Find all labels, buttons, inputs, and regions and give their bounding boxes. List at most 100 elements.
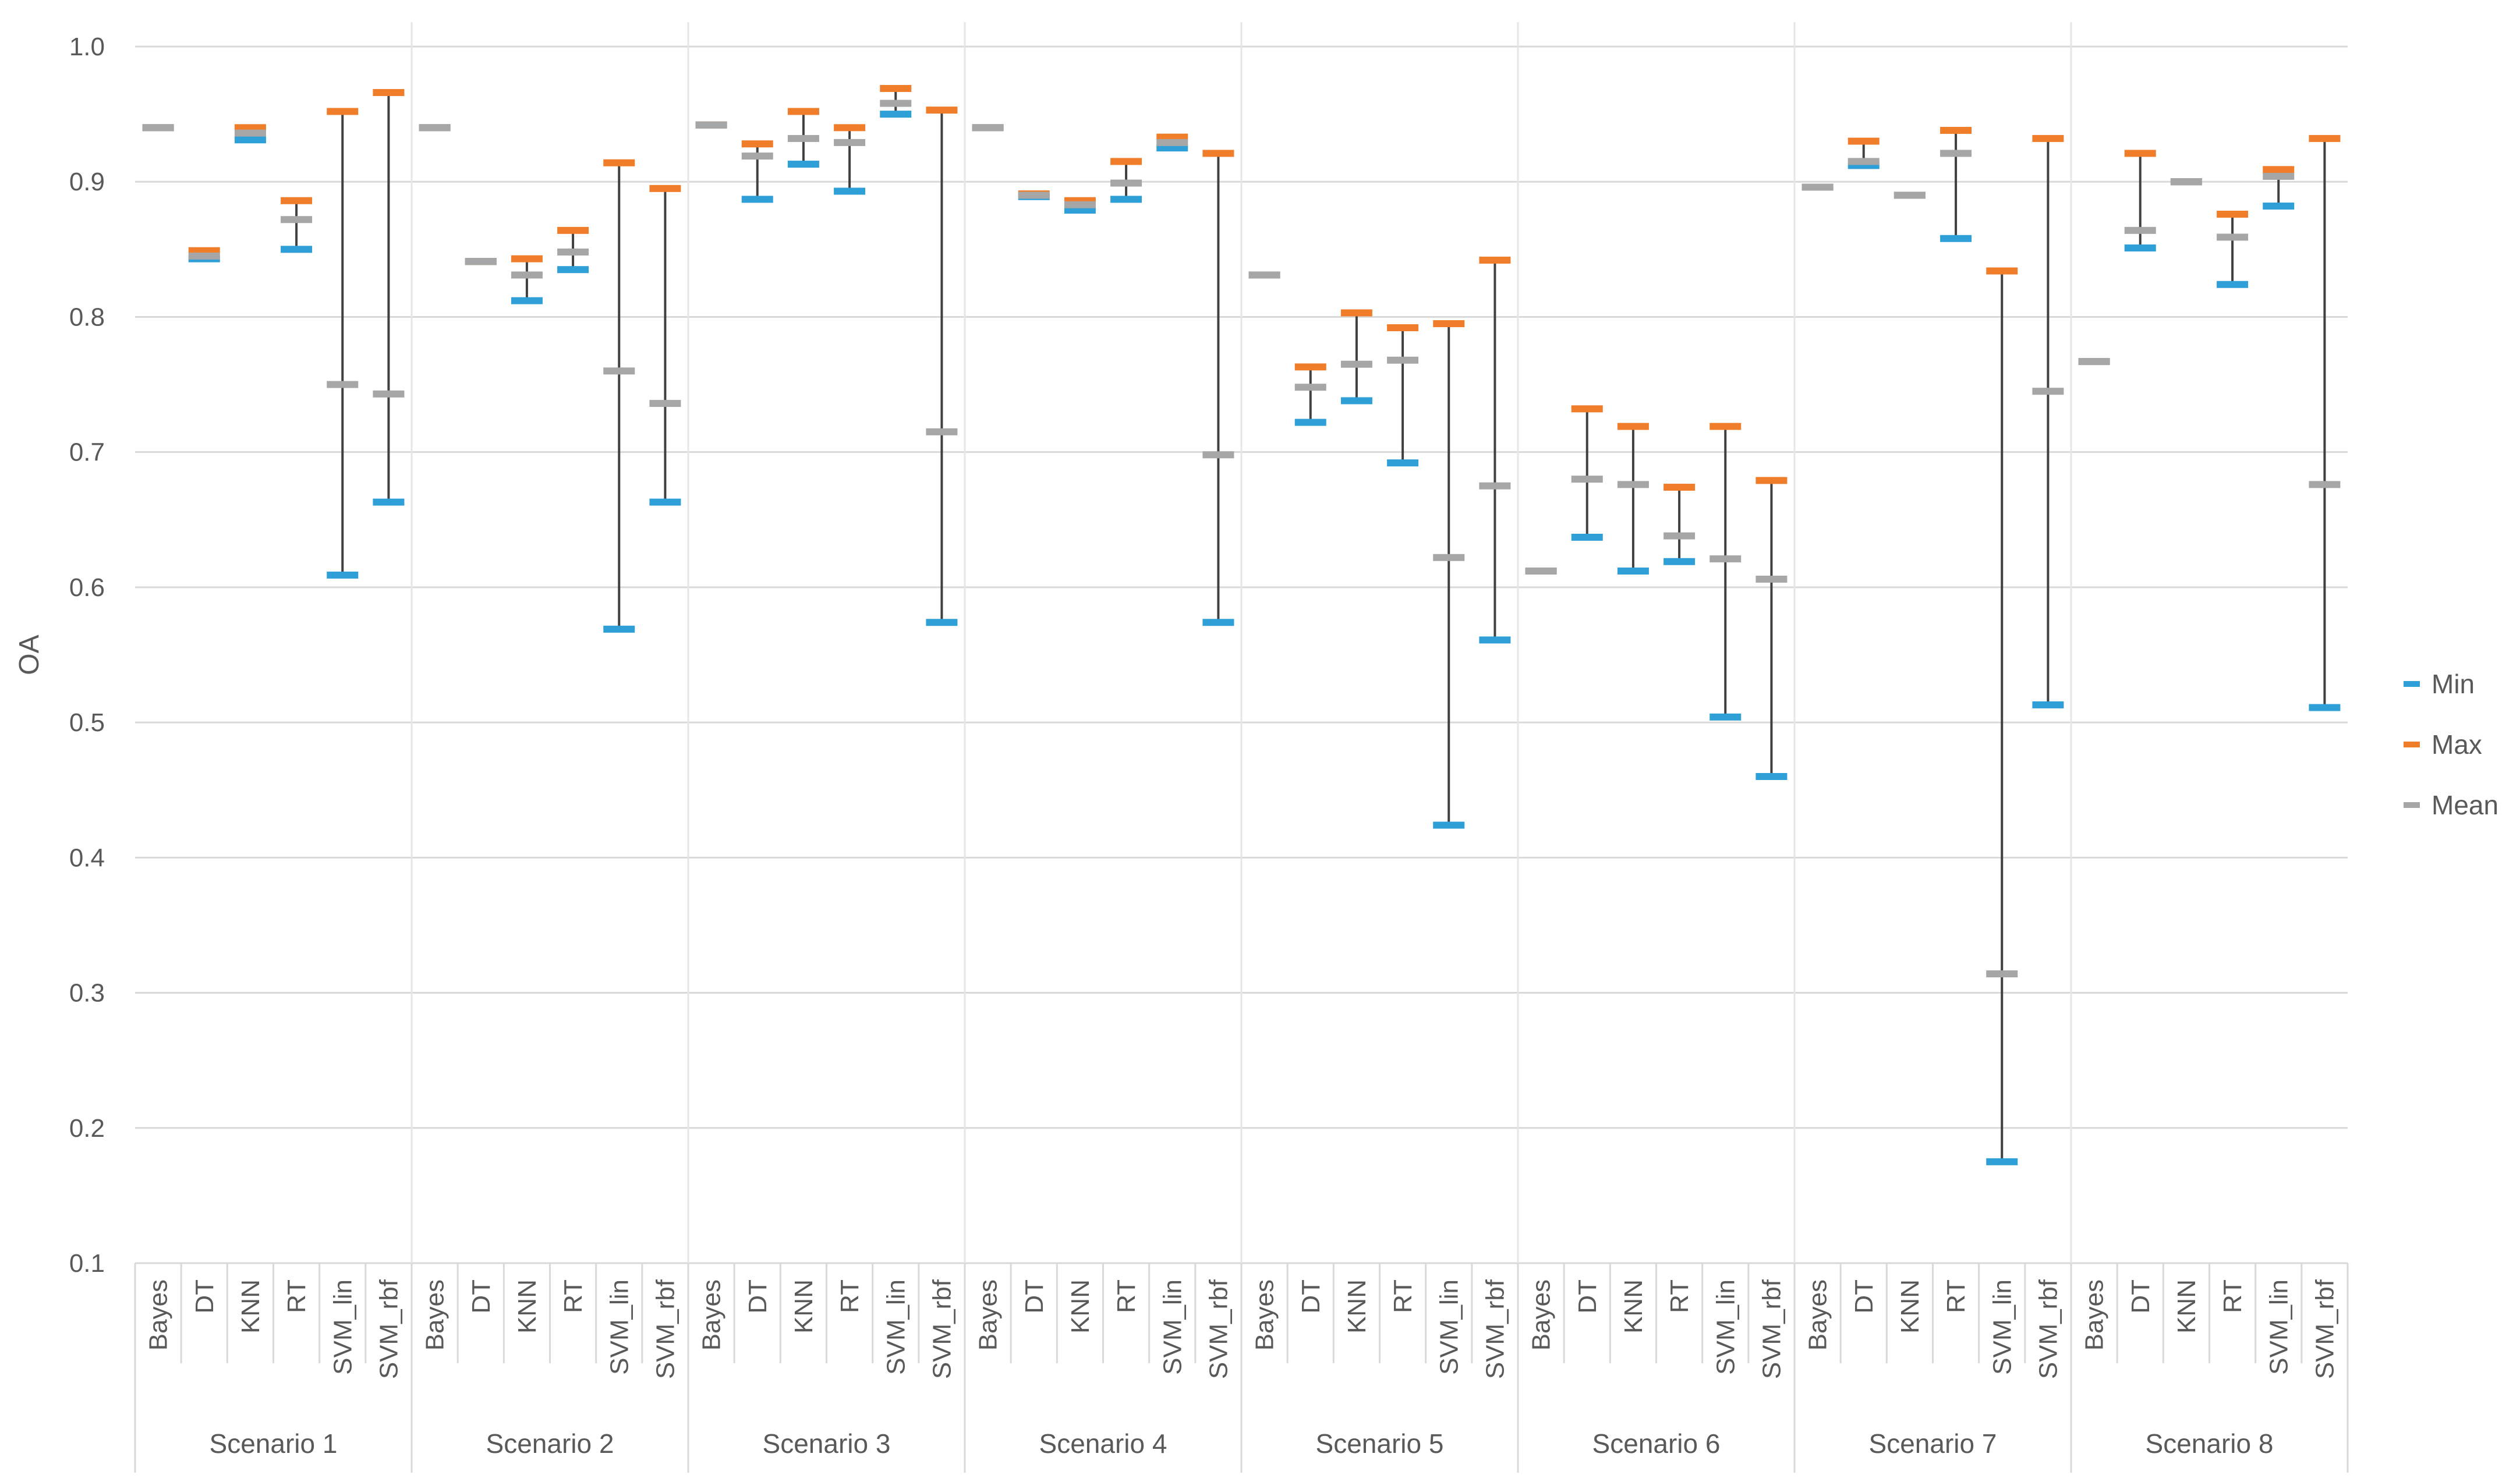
x-category-label: SVM_rbf [928,1279,956,1379]
mean-marker [1294,384,1326,391]
mean-marker [1940,150,1972,157]
x-category-label: SVM_lin [882,1279,910,1375]
x-category-label: SVM_lin [1988,1279,2016,1375]
mean-marker [972,124,1004,132]
mean-marker [1710,555,1742,563]
max-marker [1664,484,1696,491]
mean-marker [419,124,451,132]
max-marker [1340,309,1372,317]
max-marker [2217,210,2249,218]
mean-marker [649,400,681,407]
mean-marker [603,367,635,375]
y-tick-label: 0.1 [69,1249,105,1278]
mean-marker [1018,192,1050,199]
x-category-label: SVM_lin [2264,1279,2293,1375]
mean-marker [511,271,543,279]
legend-swatch-max [2404,742,2420,747]
mean-marker [1525,568,1557,575]
min-marker [1571,533,1603,541]
y-tick-label: 0.8 [69,303,105,331]
mean-marker [2170,178,2202,186]
x-category-label: Bayes [421,1279,450,1350]
max-marker [1617,423,1649,430]
max-marker [2124,150,2156,157]
mean-marker [1571,476,1603,483]
x-category-label: SVM_lin [1158,1279,1187,1375]
mean-marker [1986,970,2018,978]
x-category-label: SVM_rbf [2310,1279,2339,1379]
y-tick-label: 0.6 [69,573,105,602]
min-marker [1156,144,1188,152]
max-marker [327,108,359,115]
max-marker [1156,133,1188,141]
max-marker [834,124,866,132]
min-marker [2263,203,2295,210]
min-marker [1340,397,1372,405]
y-tick-label: 1.0 [69,33,105,61]
max-marker [281,197,313,204]
legend-swatch-min [2404,681,2420,687]
max-marker [2263,166,2295,173]
min-marker [327,571,359,579]
x-category-label: SVM_lin [1711,1279,1740,1375]
x-category-label: RT [1389,1279,1417,1313]
x-category-label: DT [744,1279,772,1314]
mean-marker [2032,388,2064,395]
legend-label-max: Max [2431,729,2482,760]
mean-marker [188,252,220,260]
x-category-label: RT [282,1279,311,1313]
x-category-label: DT [1020,1279,1049,1314]
x-category-label: DT [1573,1279,1602,1314]
max-marker [603,159,635,166]
x-category-label: DT [467,1279,495,1314]
mean-marker [557,248,589,256]
min-marker [1479,636,1511,644]
x-category-label: SVM_rbf [1204,1279,1233,1379]
max-marker [1294,363,1326,371]
max-marker [2032,134,2064,142]
min-marker [1617,568,1649,575]
mean-marker [1617,481,1649,488]
x-group-label: Scenario 3 [763,1428,891,1459]
max-marker [1986,267,2018,275]
mean-marker [281,216,313,224]
mean-marker [926,428,958,435]
max-marker [1479,256,1511,264]
x-category-label: SVM_rbf [2034,1279,2062,1379]
mean-marker [142,124,174,132]
min-marker [1940,235,1972,242]
x-category-label: KNN [236,1279,265,1334]
mean-marker [1340,360,1372,368]
x-group-label: Scenario 4 [1039,1428,1167,1459]
mean-marker [1801,183,1834,191]
x-group-label: Scenario 8 [2146,1428,2274,1459]
mean-marker [1433,554,1465,561]
x-category-label: SVM_rbf [1757,1279,1786,1379]
mean-marker [1064,201,1096,208]
min-marker [1664,558,1696,565]
mean-marker [1479,482,1511,490]
x-category-label: KNN [1619,1279,1648,1334]
min-marker [1202,619,1234,626]
x-category-label: DT [1850,1279,1878,1314]
max-marker [1110,158,1142,165]
mean-marker [1893,192,1926,199]
x-category-label: KNN [790,1279,818,1334]
mean-marker [1664,532,1696,540]
min-marker [1064,206,1096,214]
x-category-label: KNN [1066,1279,1095,1334]
min-marker [2124,244,2156,252]
min-marker [741,196,773,203]
x-category-label: DT [190,1279,219,1314]
max-marker [1387,324,1419,332]
mean-marker [1755,575,1788,583]
min-marker [511,297,543,304]
y-tick-label: 0.4 [69,843,105,872]
mean-marker [373,390,405,398]
max-marker [1571,405,1603,413]
min-marker [1110,196,1142,203]
legend-label-min: Min [2431,669,2475,699]
max-marker [234,124,266,132]
min-marker [2032,701,2064,708]
y-tick-label: 0.5 [69,708,105,737]
